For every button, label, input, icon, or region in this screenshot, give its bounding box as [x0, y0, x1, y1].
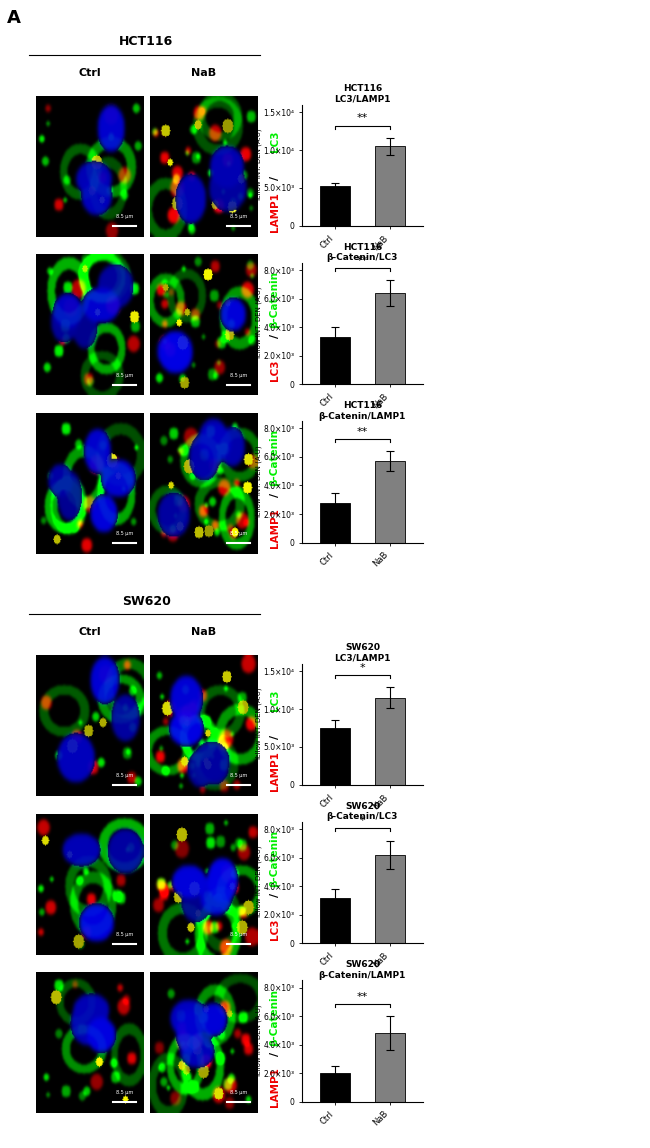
Text: 8.5 μm: 8.5 μm	[116, 1091, 133, 1095]
Text: A: A	[6, 9, 20, 28]
Text: *: *	[359, 662, 365, 673]
Text: 8.5 μm: 8.5 μm	[230, 774, 247, 778]
Bar	[374, 698, 405, 785]
Text: β-Catenin: β-Catenin	[270, 429, 280, 487]
Text: β-Catenin: β-Catenin	[270, 830, 280, 887]
Text: LC3: LC3	[270, 131, 280, 152]
Bar	[374, 1033, 405, 1102]
Text: **: **	[357, 992, 368, 1001]
Text: 8.5 μm: 8.5 μm	[116, 373, 133, 378]
Text: 8.5 μm: 8.5 μm	[116, 932, 133, 937]
Title: HCT116
β-Catenin/LC3: HCT116 β-Catenin/LC3	[327, 242, 398, 262]
Y-axis label: Yellow INT. DEN (A.U): Yellow INT. DEN (A.U)	[255, 846, 262, 920]
Text: 8.5 μm: 8.5 μm	[230, 932, 247, 937]
Bar	[320, 186, 350, 226]
Y-axis label: Yellow INT. DEN (A.U): Yellow INT. DEN (A.U)	[255, 1004, 262, 1078]
Text: NaB: NaB	[190, 628, 216, 637]
Text: LC3: LC3	[270, 690, 280, 711]
Text: /: /	[270, 735, 280, 739]
Text: LAMP1: LAMP1	[270, 751, 280, 791]
Y-axis label: Yellow INT. DEN (A.U): Yellow INT. DEN (A.U)	[255, 129, 262, 202]
Bar	[320, 898, 350, 944]
Y-axis label: Yellow INT. DEN (A.U): Yellow INT. DEN (A.U)	[255, 688, 262, 761]
Title: HCT116
LC3/LAMP1: HCT116 LC3/LAMP1	[334, 85, 391, 103]
Bar	[320, 1073, 350, 1102]
Text: Ctrl: Ctrl	[78, 628, 101, 637]
Text: HCT116: HCT116	[119, 36, 174, 48]
Bar	[374, 146, 405, 226]
Text: NaB: NaB	[190, 69, 216, 78]
Text: LC3: LC3	[270, 359, 280, 381]
Text: /: /	[270, 492, 280, 497]
Text: SW620: SW620	[122, 595, 171, 607]
Text: LC3: LC3	[270, 918, 280, 940]
Text: 8.5 μm: 8.5 μm	[116, 215, 133, 219]
Text: β-Catenin: β-Catenin	[270, 271, 280, 328]
Text: /: /	[270, 334, 280, 339]
Text: 8.5 μm: 8.5 μm	[230, 215, 247, 219]
Text: LAMP1: LAMP1	[270, 1068, 280, 1108]
Bar	[320, 338, 350, 385]
Text: 8.5 μm: 8.5 μm	[116, 774, 133, 778]
Text: 8.5 μm: 8.5 μm	[230, 1091, 247, 1095]
Bar	[320, 503, 350, 543]
Text: /: /	[270, 176, 280, 180]
Text: Ctrl: Ctrl	[78, 69, 101, 78]
Title: HCT116
β-Catenin/LAMP1: HCT116 β-Catenin/LAMP1	[318, 401, 406, 420]
Text: /: /	[270, 893, 280, 898]
Bar	[374, 461, 405, 543]
Title: SW620
LC3/LAMP1: SW620 LC3/LAMP1	[334, 644, 391, 662]
Bar	[374, 293, 405, 385]
Title: SW620
β-Catenin/LC3: SW620 β-Catenin/LC3	[327, 801, 398, 821]
Text: 8.5 μm: 8.5 μm	[230, 373, 247, 378]
Text: *: *	[359, 816, 365, 827]
Text: LAMP1: LAMP1	[270, 509, 280, 549]
Text: /: /	[270, 1052, 280, 1056]
Y-axis label: Yellow INT. DEN (A.U): Yellow INT. DEN (A.U)	[255, 445, 262, 519]
Bar	[320, 728, 350, 785]
Text: **: **	[357, 114, 368, 123]
Text: LAMP1: LAMP1	[270, 192, 280, 232]
Y-axis label: Yellow INT. DEN (A.U): Yellow INT. DEN (A.U)	[255, 287, 262, 360]
Text: **: **	[357, 256, 368, 265]
Title: SW620
β-Catenin/LAMP1: SW620 β-Catenin/LAMP1	[318, 960, 406, 979]
Text: β-Catenin: β-Catenin	[270, 988, 280, 1046]
Text: 8.5 μm: 8.5 μm	[116, 532, 133, 536]
Bar	[374, 855, 405, 944]
Text: 8.5 μm: 8.5 μm	[230, 532, 247, 536]
Text: **: **	[357, 427, 368, 436]
